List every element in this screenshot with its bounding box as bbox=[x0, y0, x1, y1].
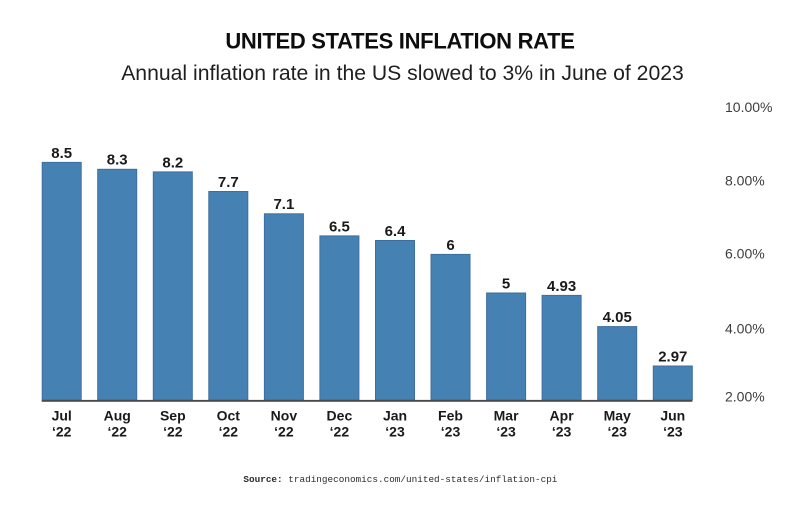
svg-text:‘23: ‘23 bbox=[496, 424, 516, 440]
svg-text:10.00%: 10.00% bbox=[725, 99, 772, 115]
svg-text:‘23: ‘23 bbox=[552, 424, 572, 440]
svg-text:Nov: Nov bbox=[271, 407, 298, 423]
svg-text:Apr: Apr bbox=[550, 407, 575, 423]
svg-text:Jun: Jun bbox=[660, 407, 685, 423]
svg-text:7.7: 7.7 bbox=[218, 174, 239, 191]
svg-text:Dec: Dec bbox=[327, 407, 353, 423]
svg-text:UNITED STATES INFLATION RATE: UNITED STATES INFLATION RATE bbox=[225, 29, 574, 54]
svg-text:2.00%: 2.00% bbox=[725, 389, 765, 405]
svg-text:Oct: Oct bbox=[217, 407, 241, 423]
svg-text:May: May bbox=[604, 407, 631, 423]
svg-text:2.97: 2.97 bbox=[658, 348, 687, 365]
svg-text:‘22: ‘22 bbox=[107, 424, 127, 440]
svg-text:‘23: ‘23 bbox=[663, 424, 683, 440]
svg-text:6.00%: 6.00% bbox=[725, 246, 765, 262]
svg-text:‘22: ‘22 bbox=[219, 424, 239, 440]
svg-text:‘23: ‘23 bbox=[385, 424, 405, 440]
svg-text:‘22: ‘22 bbox=[330, 424, 350, 440]
svg-text:Annual inflation rate in the U: Annual inflation rate in the US slowed t… bbox=[121, 62, 684, 85]
svg-text:8.5: 8.5 bbox=[51, 145, 72, 162]
svg-text:7.1: 7.1 bbox=[273, 196, 294, 213]
svg-text:6.5: 6.5 bbox=[329, 218, 350, 235]
svg-text:8.2: 8.2 bbox=[162, 154, 183, 171]
svg-text:8.3: 8.3 bbox=[107, 152, 128, 169]
svg-text:‘23: ‘23 bbox=[441, 424, 461, 440]
svg-text:6.4: 6.4 bbox=[385, 223, 407, 240]
svg-text:8.00%: 8.00% bbox=[725, 172, 765, 188]
svg-text:‘22: ‘22 bbox=[52, 424, 72, 440]
svg-text:Feb: Feb bbox=[438, 407, 463, 423]
svg-text:4.93: 4.93 bbox=[547, 278, 576, 295]
svg-text:Sep: Sep bbox=[160, 407, 186, 423]
svg-text:Aug: Aug bbox=[104, 407, 131, 423]
svg-text:6: 6 bbox=[446, 237, 454, 254]
svg-text:Jan: Jan bbox=[383, 407, 407, 423]
svg-text:4.05: 4.05 bbox=[603, 309, 632, 326]
svg-text:5: 5 bbox=[502, 275, 510, 292]
svg-text:Jul: Jul bbox=[52, 407, 72, 423]
svg-text:Mar: Mar bbox=[494, 407, 519, 423]
svg-text:4.00%: 4.00% bbox=[725, 320, 765, 336]
svg-text:Source: tradingeconomics.com/u: Source: tradingeconomics.com/united-stat… bbox=[243, 474, 557, 485]
svg-text:‘23: ‘23 bbox=[607, 424, 627, 440]
svg-text:‘22: ‘22 bbox=[274, 424, 294, 440]
svg-text:‘22: ‘22 bbox=[163, 424, 183, 440]
